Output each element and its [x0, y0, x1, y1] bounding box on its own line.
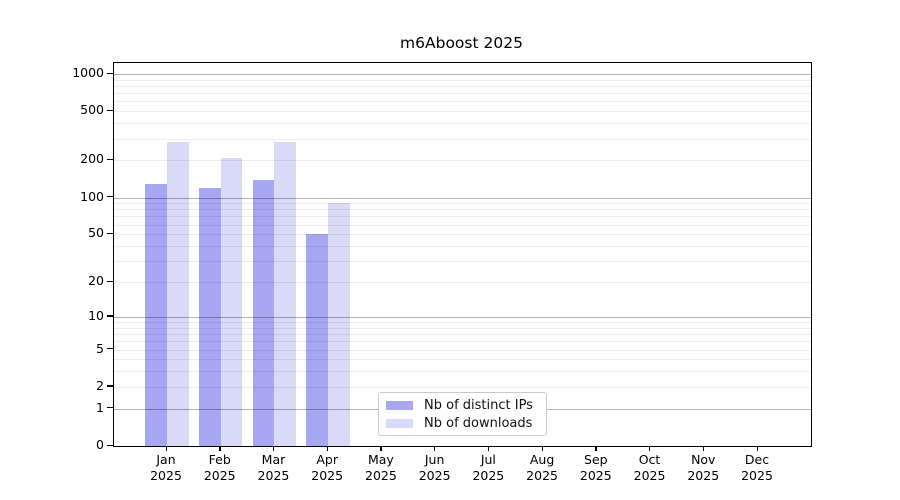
- x-tick-mark: [380, 446, 382, 452]
- gridline-400: [114, 123, 811, 125]
- y-tick-mark: [107, 348, 113, 350]
- gridline-5: [114, 349, 811, 351]
- gridline-8: [114, 327, 811, 329]
- y-tick-label-10: 10: [88, 307, 104, 323]
- gridline-900: [114, 79, 811, 81]
- gridline-100: [114, 197, 811, 199]
- x-tick-mark: [756, 446, 758, 452]
- y-tick-label-200: 200: [80, 151, 104, 167]
- x-tick-mark: [326, 446, 328, 452]
- plot-area: [113, 62, 812, 447]
- x-tick-mark: [702, 446, 705, 452]
- y-tick-label-0: 0: [96, 437, 104, 452]
- x-tick-label-oct: Oct 2025: [633, 452, 666, 483]
- legend-item-distinct-ips: Nb of distinct IPs: [386, 398, 546, 413]
- gridline-3: [114, 371, 811, 373]
- gridline-1000: [114, 74, 811, 75]
- legend-swatch: [386, 418, 413, 428]
- y-tick-mark: [107, 385, 113, 387]
- gridline-200: [114, 160, 811, 162]
- y-tick-label-1: 1: [96, 399, 104, 415]
- x-tick-label-jul: Jul 2025: [472, 452, 505, 483]
- y-tick-mark: [107, 232, 113, 235]
- x-tick-mark: [165, 446, 167, 452]
- gridline-600: [114, 101, 811, 103]
- x-tick-mark: [649, 446, 651, 452]
- bar-distinct-ips-apr: [306, 234, 329, 446]
- legend: Nb of distinct IPs Nb of downloads: [378, 392, 547, 436]
- y-tick-label-20: 20: [88, 273, 104, 289]
- x-tick-label-jan: Jan 2025: [150, 452, 182, 483]
- y-tick-mark: [107, 280, 113, 282]
- x-tick-mark: [541, 446, 543, 452]
- chart-title: m6Aboost 2025: [400, 34, 523, 52]
- y-tick-label-5: 5: [96, 340, 104, 356]
- gridline-70: [114, 216, 811, 218]
- x-tick-mark: [219, 446, 221, 452]
- gridline-500: [114, 111, 811, 113]
- bar-downloads-mar: [274, 142, 297, 446]
- bar-distinct-ips-jan: [145, 183, 167, 446]
- y-tick-label-2: 2: [96, 377, 104, 393]
- y-tick-mark: [107, 315, 113, 317]
- x-tick-label-dec: Dec 2025: [741, 452, 773, 483]
- y-tick-mark: [107, 72, 113, 74]
- y-tick-label-100: 100: [80, 188, 104, 204]
- gridline-20: [114, 282, 811, 284]
- gridline-80: [114, 209, 811, 211]
- gridline-90: [114, 203, 811, 205]
- gridline-9: [114, 322, 811, 324]
- y-tick-label-50: 50: [88, 225, 104, 241]
- x-tick-label-jun: Jun 2025: [418, 452, 451, 483]
- gridline-60: [114, 224, 811, 226]
- x-tick-label-sep: Sep 2025: [579, 452, 612, 483]
- gridline-700: [114, 93, 811, 95]
- x-tick-mark: [434, 446, 436, 452]
- y-tick-mark: [107, 444, 113, 446]
- x-tick-label-mar: Mar 2025: [257, 452, 290, 483]
- bar-downloads-apr: [328, 203, 350, 446]
- y-tick-label-500: 500: [80, 102, 104, 118]
- legend-label: Nb of downloads: [424, 415, 533, 431]
- bar-distinct-ips-mar: [252, 179, 275, 446]
- gridline-7: [114, 334, 811, 336]
- legend-swatch: [386, 400, 413, 410]
- gridline-2: [114, 386, 811, 388]
- gridline-6: [114, 341, 811, 343]
- x-tick-label-aug: Aug 2025: [526, 452, 558, 483]
- x-tick-label-nov: Nov 2025: [687, 452, 720, 483]
- y-tick-mark: [107, 407, 113, 409]
- y-tick-mark: [107, 109, 113, 112]
- y-tick-label-1000: 1000: [72, 65, 104, 80]
- gridline-10: [114, 316, 811, 318]
- legend-label: Nb of distinct IPs: [424, 397, 533, 413]
- legend-item-downloads: Nb of downloads: [386, 416, 546, 431]
- gridline-30: [114, 261, 811, 263]
- bar-distinct-ips-feb: [199, 187, 221, 446]
- gridline-300: [114, 138, 811, 140]
- x-tick-label-feb: Feb 2025: [203, 452, 236, 483]
- x-tick-mark: [272, 446, 275, 452]
- bar-downloads-feb: [220, 157, 243, 446]
- x-tick-label-apr: Apr 2025: [311, 452, 344, 483]
- gridline-4: [114, 359, 811, 361]
- bar-downloads-jan: [167, 142, 189, 446]
- x-tick-mark: [595, 446, 597, 452]
- x-tick-mark: [487, 446, 490, 452]
- x-tick-label-may: May 2025: [365, 452, 397, 483]
- gridline-800: [114, 86, 811, 87]
- gridline-40: [114, 246, 811, 248]
- gridline-50: [114, 234, 811, 236]
- y-tick-mark: [107, 196, 113, 198]
- y-tick-mark: [107, 158, 113, 161]
